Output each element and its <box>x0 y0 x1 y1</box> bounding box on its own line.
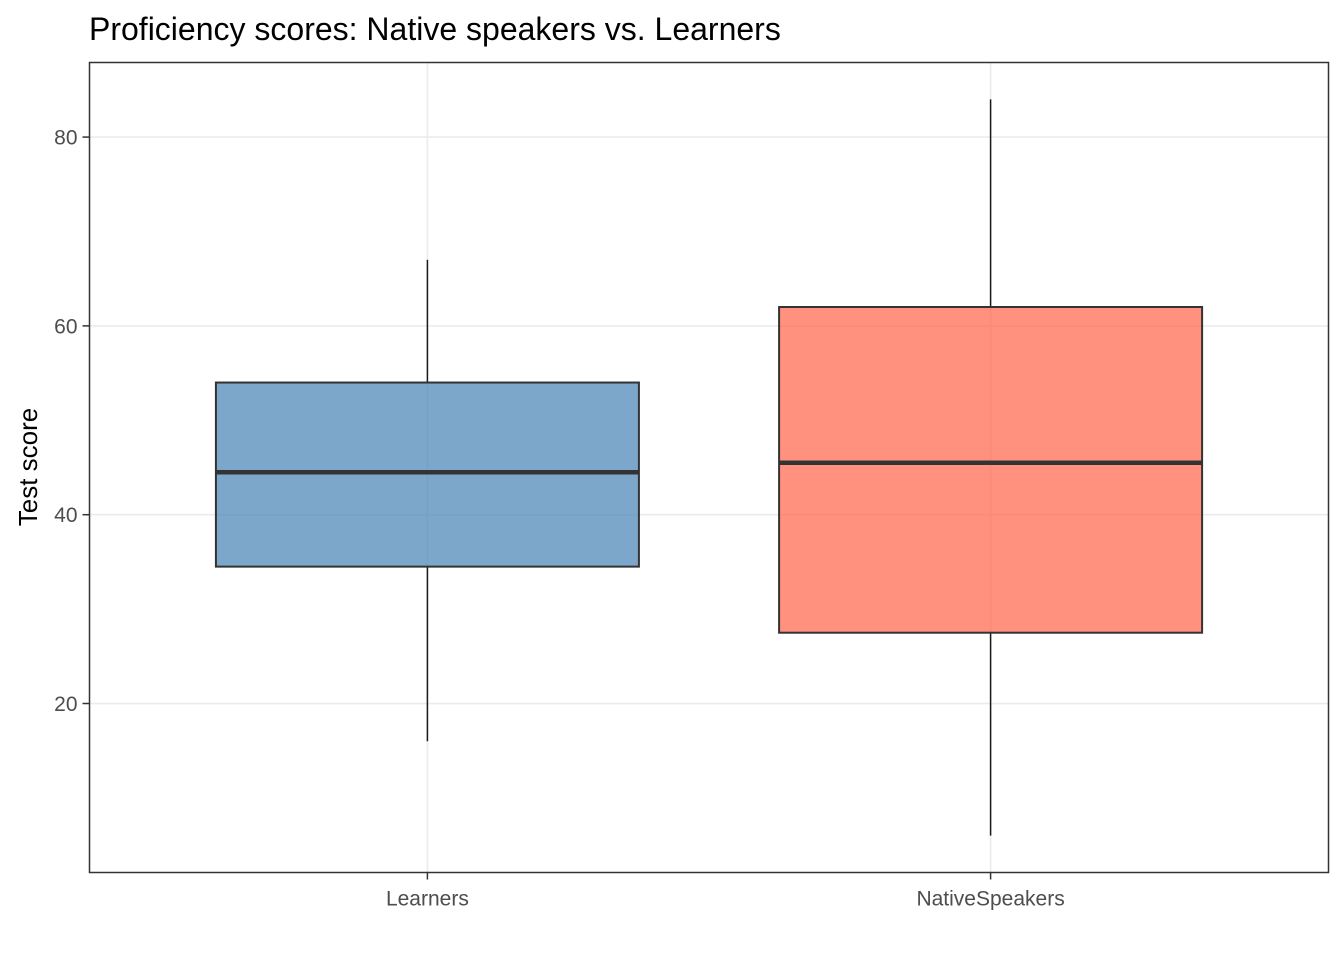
x-tick-label: Learners <box>386 888 469 911</box>
box-learners <box>214 259 640 742</box>
box-nativespeakers <box>778 99 1204 836</box>
x-tick-label: NativeSpeakers <box>916 888 1064 911</box>
y-axis-title: Test score <box>13 408 43 527</box>
box-layer <box>214 99 1204 836</box>
panel-border <box>88 61 1330 874</box>
y-tick-label: 20 <box>54 693 77 716</box>
iqr-box <box>214 381 640 568</box>
x-axis-ticks: Learners NativeSpeakers <box>386 872 1065 911</box>
chart-title: Proficiency scores: Native speakers vs. … <box>89 11 781 47</box>
iqr-box <box>778 306 1204 634</box>
y-tick-label: 60 <box>54 315 77 338</box>
y-tick-label: 40 <box>54 504 77 527</box>
y-tick-label: 80 <box>54 127 77 150</box>
y-axis-ticks: 20 40 60 80 <box>54 127 90 716</box>
